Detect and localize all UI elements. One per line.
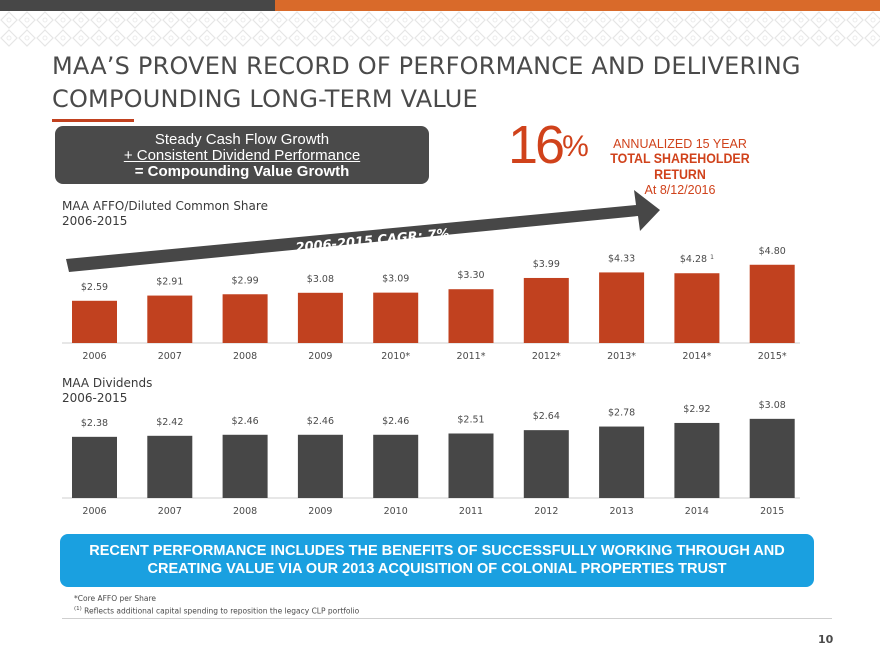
page-title-line2: COMPOUNDING LONG-TERM VALUE [52,85,478,113]
affo-value-label: $4.33 [608,253,635,264]
return-description: ANNUALIZED 15 YEAR TOTAL SHAREHOLDER RET… [600,137,760,198]
dividend-category-label: 2006 [82,506,106,517]
performance-banner: RECENT PERFORMANCE INCLUDES THE BENEFITS… [60,534,814,587]
banner-line2: CREATING VALUE VIA OUR 2013 ACQUISITION … [147,561,727,577]
affo-value-label: $2.59 [81,282,108,293]
dividend-value-label: $3.08 [759,400,786,411]
affo-bar-2013 [599,272,645,343]
dividend-title-line1: MAA Dividends [62,376,153,390]
affo-footnote-marker: 1 [710,254,714,261]
affo-bars: $2.59 2006 $2.91 2007 $2.99 2008 $3.08 2009 $3.0… [72,246,795,362]
affo-category-label: 2009 [308,351,332,362]
affo-category-label: 2012* [532,351,561,362]
affo-category-label: 2011* [457,351,486,362]
dividend-category-label: 2012 [534,506,558,517]
return-line3: At 8/12/2016 [644,183,716,197]
dividend-category-label: 2007 [158,506,182,517]
affo-bar-2006 [72,300,117,343]
footnote-clp: (1) Reflects additional capital spending… [74,604,359,617]
dividend-value-label: $2.51 [457,414,484,425]
dividend-bar-2014 [674,422,720,498]
affo-title-line2: 2006-2015 [62,214,128,228]
affo-category-label: 2014* [682,351,711,362]
affo-bar-2012 [523,277,569,343]
dividend-bar-2010 [373,434,419,498]
percent-sign: % [562,130,589,163]
callout-line1: Steady Cash Flow Growth [154,131,330,148]
affo-value-label: $2.91 [156,277,183,288]
footer-divider [62,618,832,619]
affo-value-label: $3.08 [307,274,334,285]
cagr-arrow: 2006-2015 CAGR: 7% [66,190,660,272]
return-percentage: 16% [508,115,589,175]
callout-line2: + Consistent Dividend Performance [123,147,361,164]
dividend-value-label: $2.46 [231,416,258,427]
top-bar-accent [275,0,880,11]
affo-category-label: 2007 [158,351,182,362]
decorative-pattern [0,11,880,47]
dividend-chart-title: MAA Dividends 2006-2015 [62,376,152,406]
page-title-line1: MAA’S PROVEN RECORD OF PERFORMANCE AND D… [52,52,801,80]
footnotes: *Core AFFO per Share (1) Reflects additi… [74,594,359,617]
dividend-value-label: $2.38 [81,418,108,429]
dividend-bar-2012 [523,430,569,498]
affo-value-label: $3.09 [382,274,409,285]
page-number: 10 [818,633,834,646]
dividend-value-label: $2.46 [382,416,409,427]
dividend-bar-2007 [147,435,193,498]
affo-bar-2008 [222,294,268,343]
dividend-bar-2009 [297,434,343,498]
affo-chart-title: MAA AFFO/Diluted Common Share 2006-2015 [62,199,268,229]
dividend-value-label: $2.64 [533,411,560,422]
affo-bar-2007 [147,295,193,343]
title-underline [52,119,134,122]
return-line2: TOTAL SHAREHOLDER RETURN [610,151,750,182]
dividend-category-label: 2011 [459,506,483,517]
dividend-title-line2: 2006-2015 [62,391,128,405]
affo-bar-2009 [297,292,343,343]
affo-title-line1: MAA AFFO/Diluted Common Share [62,199,268,213]
dividend-category-label: 2014 [685,506,709,517]
affo-bar-2015 [749,264,795,343]
callout-box: Steady Cash Flow Growth + Consistent Div… [55,126,429,184]
affo-category-label: 2013* [607,351,636,362]
affo-category-label: 2015* [758,351,787,362]
dividend-bar-2006 [72,436,117,498]
dividend-value-label: $2.92 [683,404,710,415]
dividend-value-label: $2.42 [156,417,183,428]
affo-category-label: 2010* [381,351,410,362]
affo-bar-2014 [674,273,720,343]
dividend-category-label: 2013 [610,506,634,517]
dividend-bar-2011 [448,433,494,498]
affo-value-label: $3.30 [457,270,484,281]
return-line1: ANNUALIZED 15 YEAR [613,137,747,151]
dividend-bars: $2.38 2006 $2.42 2007 $2.46 2008 $2.46 2009 $2.4… [72,400,795,517]
affo-value-label: $3.99 [533,259,560,270]
footnote-marker: (1) [74,606,82,612]
cagr-arrow-shape [66,190,660,272]
footnote-core-affo: *Core AFFO per Share [74,594,157,603]
dividend-category-label: 2015 [760,506,784,517]
callout-line3: = Compounding Value Growth [134,163,350,180]
dividend-value-label: $2.46 [307,416,334,427]
dividend-category-label: 2009 [308,506,332,517]
affo-category-label: 2008 [233,351,257,362]
affo-bar-2011 [448,289,494,343]
dividend-value-label: $2.78 [608,408,635,419]
dividend-category-label: 2008 [233,506,257,517]
affo-category-label: 2006 [82,351,106,362]
footnote-clp-text: Reflects additional capital spending to … [81,606,360,616]
affo-value-label: $4.80 [759,246,786,257]
dividend-bar-2013 [599,426,645,498]
dividend-bar-2015 [749,418,795,498]
page-title: MAA’S PROVEN RECORD OF PERFORMANCE AND D… [52,50,852,116]
affo-value-label: $2.99 [231,275,258,286]
banner-line1: RECENT PERFORMANCE INCLUDES THE BENEFITS… [89,543,785,559]
return-number: 16 [508,115,565,175]
dividend-category-label: 2010 [384,506,408,517]
affo-value-label: $4.28 1 [680,254,714,265]
dividend-bar-2008 [222,434,268,498]
affo-bar-2010 [373,292,419,343]
